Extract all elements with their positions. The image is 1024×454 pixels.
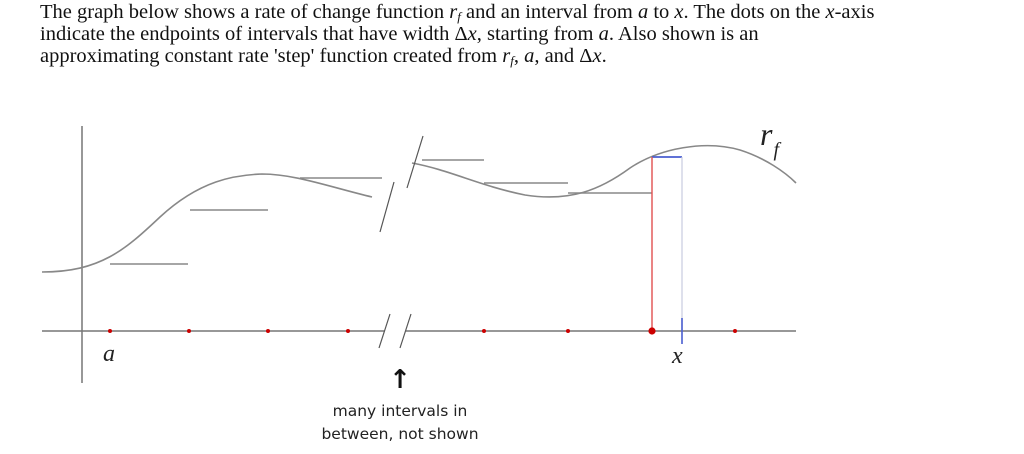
problem-description: The graph below shows a rate of change f… <box>40 1 1015 67</box>
interval-endpoint-dot <box>566 329 570 333</box>
rate-curve-right <box>411 144 797 198</box>
interval-endpoint-dot-large <box>648 327 656 335</box>
interval-endpoint-dot <box>346 329 350 333</box>
x-label: x <box>671 343 683 369</box>
description-line-1: The graph below shows a rate of change f… <box>40 1 875 24</box>
x-axis-break-mark <box>399 313 412 349</box>
a-label: a <box>103 341 115 367</box>
description-line-3: approximating constant rate 'step' funct… <box>40 45 607 68</box>
rate-curve-left <box>41 173 373 273</box>
up-arrow-icon: ↑ <box>389 365 411 395</box>
interval-endpoint-dot <box>187 329 191 333</box>
description-line-2: indicate the endpoints of intervals that… <box>40 23 759 45</box>
annotation-line-1: many intervals in <box>333 402 468 420</box>
interval-endpoint-dot <box>733 329 737 333</box>
interval-endpoint-dot <box>482 329 486 333</box>
annotation-line-2: between, not shown <box>321 425 478 443</box>
interval-endpoint-dot <box>266 329 270 333</box>
interval-endpoint-dot <box>108 329 112 333</box>
x-axis-break-mark <box>378 313 391 349</box>
curve-break-mark <box>406 135 424 189</box>
curve-label: rf <box>760 116 781 161</box>
curve-break-mark <box>379 181 395 233</box>
